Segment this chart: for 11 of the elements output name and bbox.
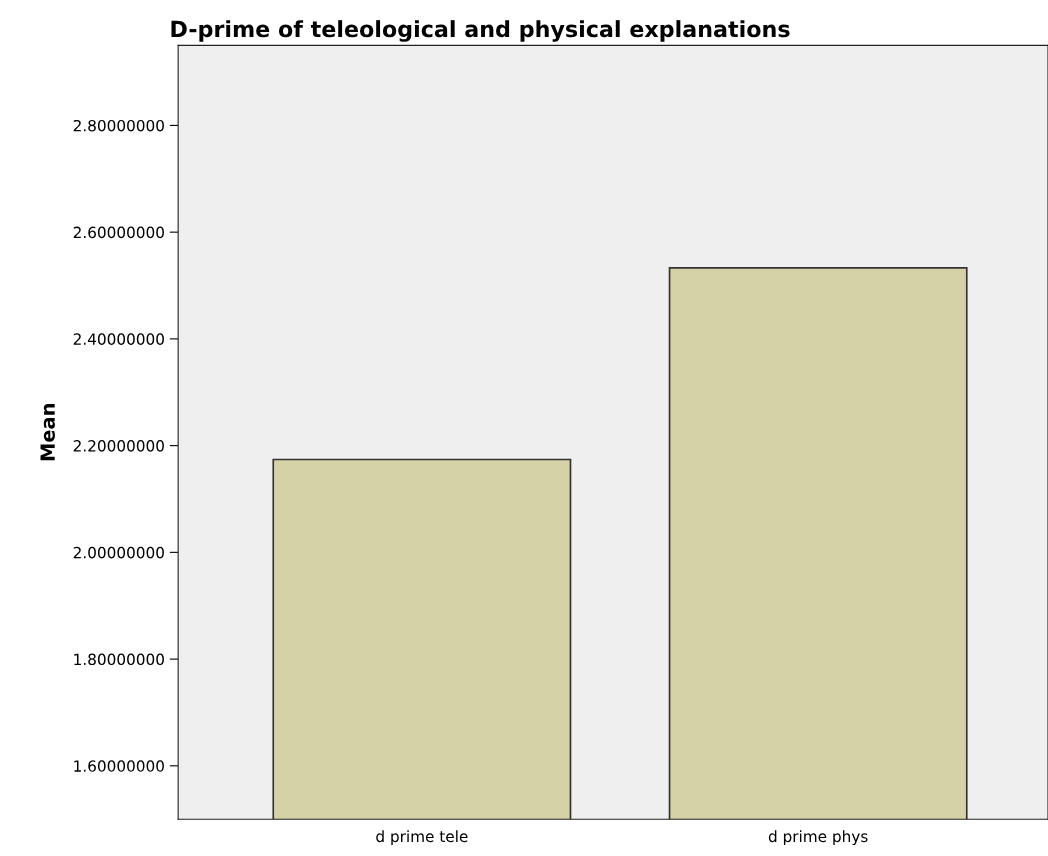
y-tick-label: 1.60000000 [74,760,164,772]
y-tick-label: 2.60000000 [73,226,164,239]
y-tick-label: 1.80000000 [74,653,164,666]
y-axis-title: Mean [40,404,55,461]
y-tick-label: 2.20000000 [73,440,164,452]
x-tick-label: d prime tele [376,830,468,846]
y-tick-label: 2.00000000 [73,546,164,559]
y-tick-label: 2.80000000 [73,119,164,132]
chart-title: D-prime of teleological and physical explanations [171,20,790,42]
x-tick-label: d prime phys [768,830,868,846]
y-tick-label: 2.40000000 [73,333,164,345]
